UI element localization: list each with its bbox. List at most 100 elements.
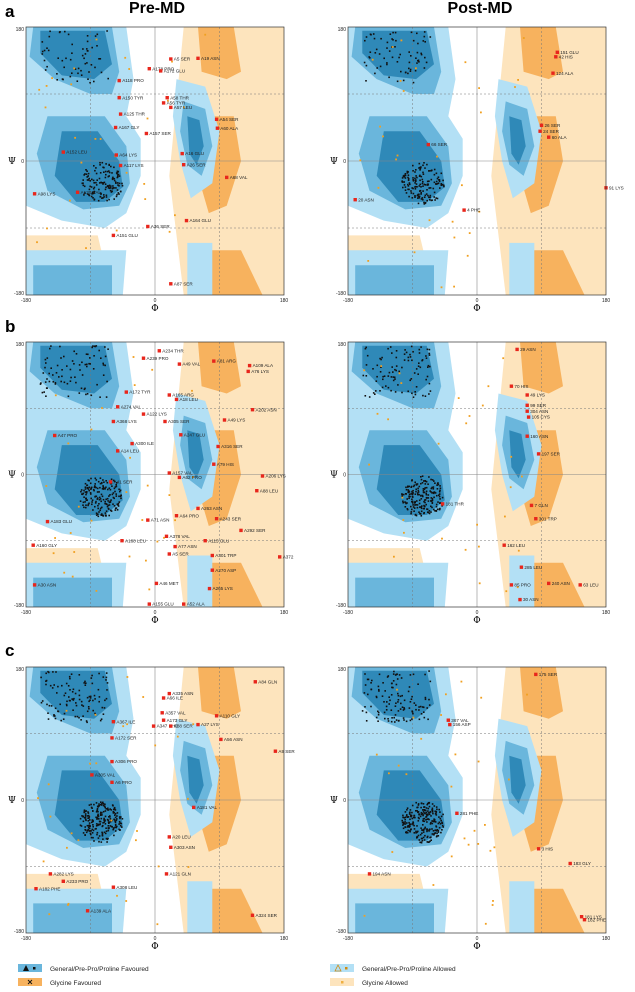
residue-dot xyxy=(394,705,397,707)
residue-dot xyxy=(103,194,105,196)
residue-dot xyxy=(407,179,410,181)
y-tick-label: -180 xyxy=(14,291,24,297)
outlier-label: A368 LYS xyxy=(116,419,136,424)
residue-dot xyxy=(411,500,414,503)
residue-dot xyxy=(418,817,420,820)
residue-dot xyxy=(73,697,75,700)
residue-dot xyxy=(404,816,407,819)
residue-dot xyxy=(403,353,406,355)
allowed-dot xyxy=(115,229,118,232)
allowed-dot xyxy=(445,693,447,696)
residue-dot xyxy=(411,479,413,481)
grid-lines xyxy=(26,342,284,607)
region-general-favoured-mid xyxy=(33,903,113,933)
residue-dot xyxy=(404,811,407,813)
residue-dot xyxy=(430,821,432,824)
residue-dot xyxy=(93,165,95,167)
outlier-marker xyxy=(167,552,171,556)
region-general-favoured-dark xyxy=(509,430,526,479)
residue-dot xyxy=(428,348,431,351)
residue-dot xyxy=(429,490,431,492)
region-general-favoured-dark xyxy=(40,30,112,80)
outlier-marker xyxy=(196,722,200,727)
allowed-dot xyxy=(368,463,370,466)
residue-dot xyxy=(424,480,426,482)
residue-dot xyxy=(99,813,102,815)
residue-dot xyxy=(80,825,83,827)
allowed-dot xyxy=(450,785,453,788)
residue-dot xyxy=(90,195,93,198)
residue-dot xyxy=(416,831,418,834)
outlier-label: A274 VAL xyxy=(121,404,142,409)
y-axis-label: Ψ xyxy=(8,157,16,167)
residue-dot xyxy=(107,821,110,823)
residue-dot xyxy=(97,810,99,813)
residue-dot xyxy=(106,170,109,173)
residue-dot xyxy=(50,705,53,707)
allowed-dot xyxy=(399,80,402,82)
outlier-label: A151 GLU xyxy=(116,233,137,238)
residue-dot xyxy=(378,690,380,692)
residue-dot xyxy=(438,490,441,493)
residue-dot xyxy=(421,832,423,834)
outlier-marker xyxy=(539,123,544,127)
outlier-label: A109 ALA xyxy=(253,363,274,368)
residue-dot xyxy=(388,703,390,705)
outlier-marker xyxy=(214,517,219,521)
residue-dot xyxy=(105,830,108,832)
residue-dot xyxy=(380,37,382,40)
residue-dot xyxy=(97,507,99,510)
residue-dot xyxy=(88,502,90,505)
allowed-dot xyxy=(481,404,484,407)
allowed-dot xyxy=(66,846,68,849)
residue-dot xyxy=(59,703,61,706)
residue-dot xyxy=(382,682,384,684)
residue-dot xyxy=(411,718,413,720)
residue-dot xyxy=(441,496,444,499)
residue-dot xyxy=(52,374,54,376)
residue-dot xyxy=(366,678,369,681)
allowed-dot xyxy=(69,199,71,202)
residue-dot xyxy=(421,178,424,181)
residue-dot xyxy=(114,486,117,488)
residue-dot xyxy=(420,498,423,500)
residue-dot xyxy=(425,357,428,359)
region-general-favoured-mid xyxy=(355,265,434,295)
residue-dot xyxy=(426,803,428,806)
residue-dot xyxy=(423,480,425,482)
residue-dot xyxy=(420,510,423,513)
residue-dot xyxy=(425,813,428,816)
residue-dot xyxy=(408,485,410,488)
allowed-dot xyxy=(464,548,467,551)
residue-dot xyxy=(417,202,420,205)
residue-dot xyxy=(107,187,110,189)
outlier-label: A181 VAL xyxy=(197,805,218,810)
residue-dot xyxy=(420,713,423,715)
allowed-dot xyxy=(436,155,438,158)
residue-dot xyxy=(382,378,384,381)
residue-dot xyxy=(86,499,88,501)
allowed-dot xyxy=(71,575,74,578)
allowed-dot xyxy=(467,843,470,846)
outlier-label: 29 ASN xyxy=(520,347,536,352)
residue-dot xyxy=(391,686,393,689)
allowed-dot xyxy=(509,486,512,489)
residue-dot xyxy=(421,505,423,507)
residue-dot xyxy=(426,163,428,166)
residue-dot xyxy=(389,699,391,702)
allowed-dot xyxy=(146,484,149,487)
residue-dot xyxy=(401,177,404,179)
residue-dot xyxy=(431,492,433,494)
residue-dot xyxy=(426,199,428,202)
residue-dot xyxy=(364,706,366,708)
residue-dot xyxy=(55,671,57,673)
grid-lines xyxy=(26,667,284,933)
residue-dot xyxy=(423,35,426,38)
outlier-label: A303 ASN xyxy=(174,845,195,850)
allowed-dot xyxy=(387,418,389,421)
x-tick-label: 0 xyxy=(154,936,157,942)
residue-dot xyxy=(112,492,115,494)
residue-dot xyxy=(416,837,418,839)
outlier-label: A87 SER xyxy=(174,281,194,286)
y-tick-label: -180 xyxy=(14,603,24,609)
